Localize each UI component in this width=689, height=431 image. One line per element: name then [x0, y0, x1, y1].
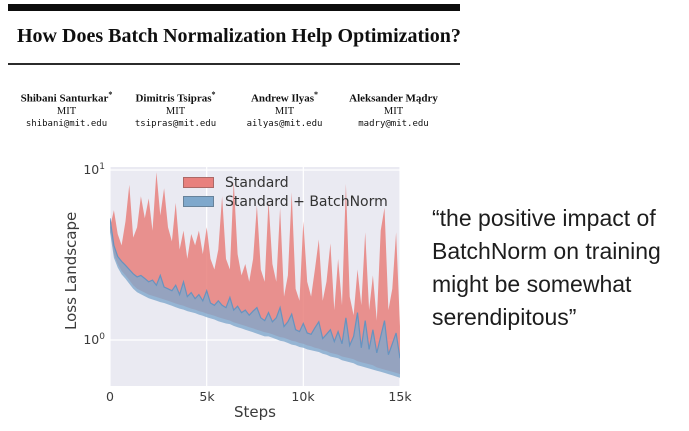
author-marker: *: [211, 90, 216, 99]
y-axis-label: Loss Landscape: [62, 211, 80, 330]
author-marker: *: [314, 90, 319, 99]
y-tick-exponent: 1: [99, 162, 105, 172]
legend-swatch-batchnorm: [183, 196, 214, 207]
author-name: Aleksander Mądry: [339, 90, 448, 105]
series-area-1: [110, 218, 400, 378]
quote-text: “the positive impact of BatchNorm on tra…: [432, 202, 688, 334]
author-column: Dimitris Tsipras* MIT tsipras@mit.edu: [121, 90, 230, 129]
legend-label: Standard: [225, 174, 289, 191]
paper-title: How Does Batch Normalization Help Optimi…: [17, 25, 461, 47]
chart-plot-area: [109, 167, 401, 386]
legend-item-standard: Standard: [183, 173, 388, 192]
author-name-text: Dimitris Tsipras: [135, 92, 212, 105]
legend-swatch-standard: [183, 177, 214, 188]
author-marker: *: [108, 90, 113, 99]
authors-row: Shibani Santurkar* MIT shibani@mit.edu D…: [12, 90, 448, 129]
quote-line: “the positive impact of: [432, 205, 656, 231]
x-tick-label: 10k: [291, 389, 315, 404]
author-column: Aleksander Mądry MIT madry@mit.edu: [339, 90, 448, 129]
quote-line: might be somewhat: [432, 271, 632, 297]
author-name-text: Andrew Ilyas: [250, 92, 315, 105]
series-area-0: [110, 172, 400, 375]
x-tick-label: 15k: [388, 389, 412, 404]
title-rule-top: [8, 4, 460, 11]
series-line-batchnorm: [110, 218, 400, 359]
author-email: ailyas@mit.edu: [246, 118, 323, 129]
author-name-text: Aleksander Mądry: [349, 92, 438, 105]
legend-item-batchnorm: Standard + BatchNorm: [183, 192, 388, 211]
loss-landscape-figure: Loss Landscape Steps 101 100 0 5k 10k 15…: [60, 162, 412, 424]
author-affiliation: MIT: [165, 105, 186, 117]
y-tick-label: 101: [60, 162, 105, 177]
author-name-text: Shibani Santurkar: [20, 92, 109, 105]
legend-label: Standard + BatchNorm: [225, 193, 388, 210]
y-tick-base: 10: [83, 162, 100, 178]
author-column: Andrew Ilyas* MIT ailyas@mit.edu: [230, 90, 339, 129]
author-affiliation: MIT: [274, 105, 295, 117]
author-email: tsipras@mit.edu: [134, 118, 217, 129]
author-name: Dimitris Tsipras*: [121, 90, 230, 105]
x-axis-label: Steps: [234, 403, 276, 421]
title-rule-bottom: [8, 63, 460, 65]
y-tick-exponent: 0: [99, 332, 105, 342]
author-affiliation: MIT: [56, 105, 77, 117]
y-tick-label: 100: [60, 332, 105, 347]
quote-line: serendipitous”: [432, 304, 577, 330]
author-email: shibani@mit.edu: [25, 118, 108, 129]
x-tick-label: 0: [106, 389, 114, 404]
author-email: madry@mit.edu: [358, 118, 429, 129]
x-tick-label: 5k: [199, 389, 215, 404]
author-name: Shibani Santurkar*: [12, 90, 121, 105]
author-name: Andrew Ilyas*: [230, 90, 339, 105]
author-column: Shibani Santurkar* MIT shibani@mit.edu: [12, 90, 121, 129]
y-tick-base: 10: [83, 332, 100, 348]
chart-legend: Standard Standard + BatchNorm: [183, 173, 388, 211]
author-affiliation: MIT: [383, 105, 404, 117]
quote-line: BatchNorm on training: [432, 238, 661, 264]
